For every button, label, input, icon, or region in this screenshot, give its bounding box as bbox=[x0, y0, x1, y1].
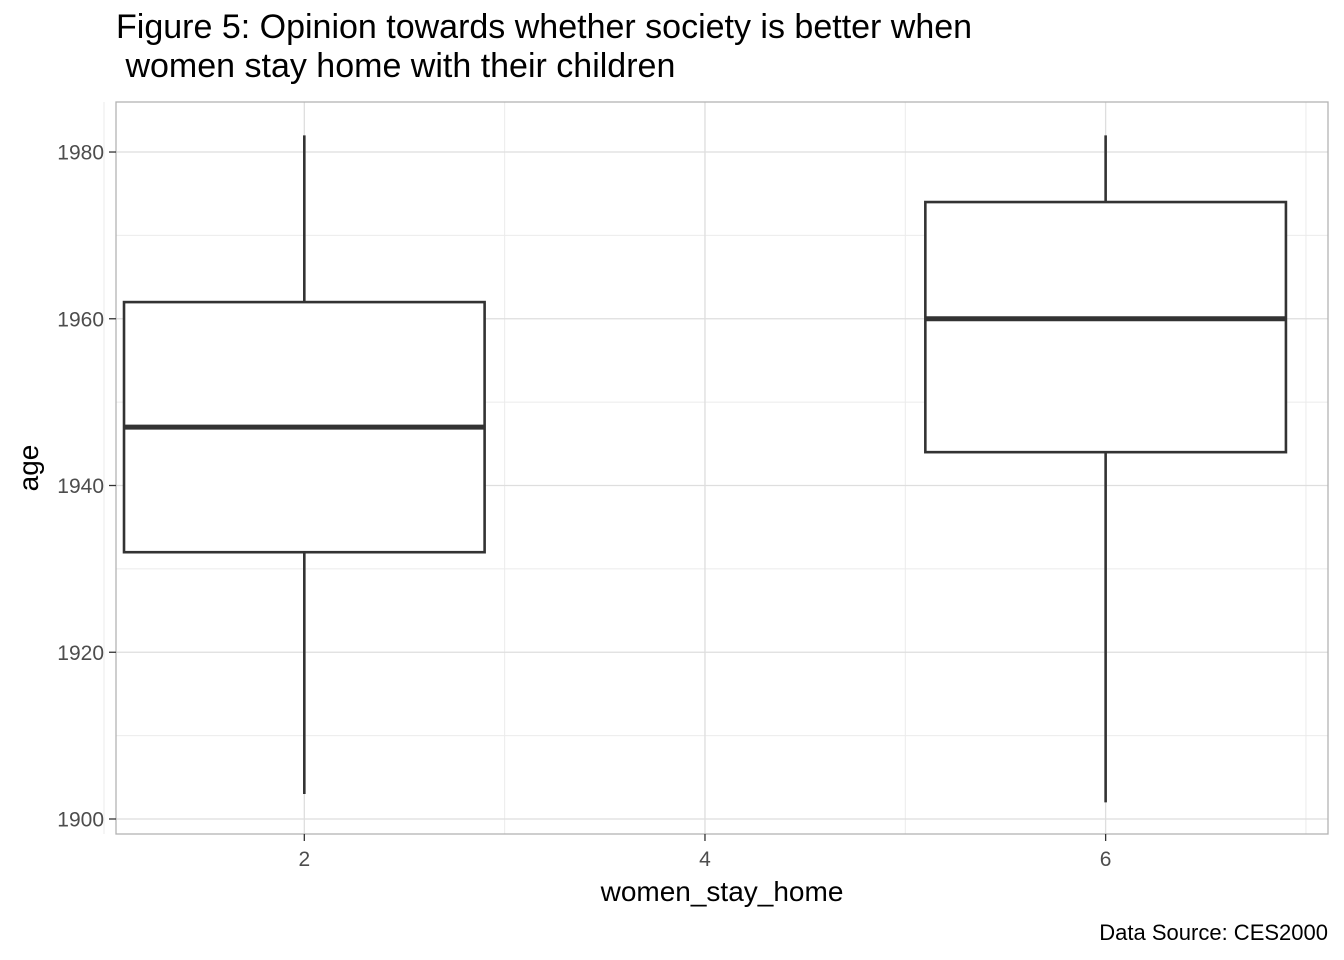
box-group bbox=[924, 135, 1288, 803]
y-tick-label: 1920 bbox=[57, 642, 104, 665]
y-tick-label: 1980 bbox=[57, 142, 104, 165]
box-group bbox=[122, 135, 486, 794]
data-source-caption: Data Source: CES2000 bbox=[1099, 920, 1328, 945]
x-tick-label: 4 bbox=[699, 848, 711, 871]
boxes bbox=[122, 135, 1288, 803]
y-tick-label: 1900 bbox=[57, 808, 104, 831]
box-iqr bbox=[924, 200, 1288, 454]
panel-border bbox=[115, 101, 1329, 835]
x-axis-title: women_stay_home bbox=[600, 876, 844, 907]
y-axis: 1900 1920 1940 1960 1980 bbox=[57, 142, 116, 831]
chart-title: Figure 5: Opinion towards whether societ… bbox=[116, 8, 973, 85]
x-tick-label: 6 bbox=[1100, 848, 1112, 871]
minor-gridlines bbox=[103, 102, 1328, 834]
x-tick-label: 2 bbox=[298, 848, 310, 871]
y-tick-label: 1960 bbox=[57, 308, 104, 331]
y-axis-title: age bbox=[13, 445, 44, 492]
y-tick-label: 1940 bbox=[57, 475, 104, 498]
x-axis: 2 4 6 bbox=[298, 834, 1111, 871]
